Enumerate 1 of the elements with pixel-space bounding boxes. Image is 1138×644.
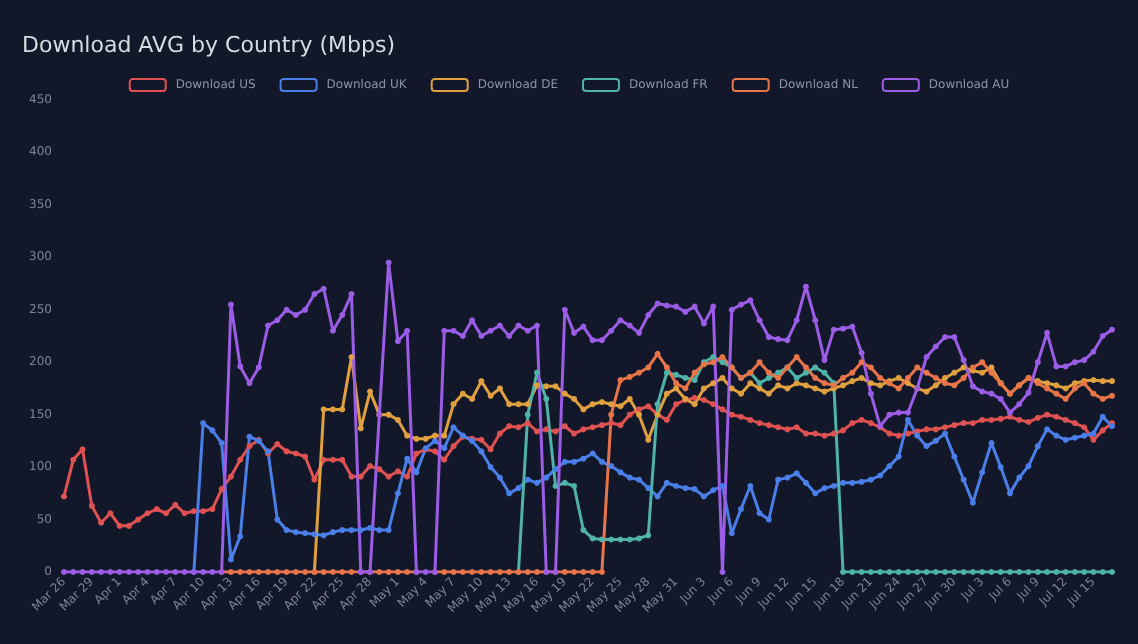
chart-title: Download AVG by Country (Mbps) xyxy=(22,32,395,58)
